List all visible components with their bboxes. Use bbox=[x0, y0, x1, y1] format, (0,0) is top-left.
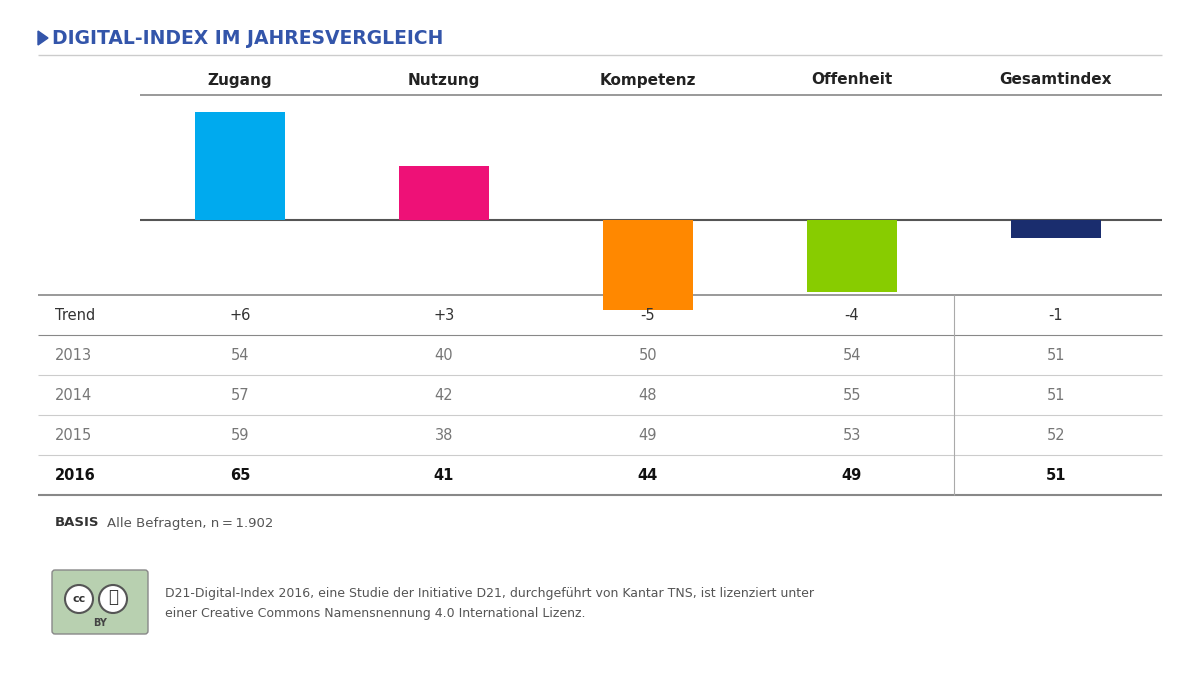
Text: Kompetenz: Kompetenz bbox=[600, 73, 696, 87]
Text: 50: 50 bbox=[638, 347, 658, 363]
Text: 49: 49 bbox=[638, 427, 658, 443]
Text: 54: 54 bbox=[842, 347, 862, 363]
FancyBboxPatch shape bbox=[52, 570, 148, 634]
Text: Nutzung: Nutzung bbox=[408, 73, 480, 87]
Text: 44: 44 bbox=[638, 468, 658, 483]
Text: cc: cc bbox=[72, 594, 85, 604]
Text: 48: 48 bbox=[638, 388, 658, 402]
Text: 51: 51 bbox=[1046, 388, 1066, 402]
Text: Trend: Trend bbox=[55, 308, 95, 322]
Text: Alle Befragten, n = 1.902: Alle Befragten, n = 1.902 bbox=[107, 516, 274, 530]
Text: 2013: 2013 bbox=[55, 347, 92, 363]
Text: 51: 51 bbox=[1046, 347, 1066, 363]
Circle shape bbox=[65, 585, 94, 613]
Text: +6: +6 bbox=[229, 308, 251, 322]
Bar bbox=[808, 220, 898, 292]
Text: 52: 52 bbox=[1046, 427, 1066, 443]
Bar bbox=[604, 220, 694, 310]
Text: 41: 41 bbox=[434, 468, 454, 483]
Text: 53: 53 bbox=[842, 427, 862, 443]
Text: -1: -1 bbox=[1049, 308, 1063, 322]
Polygon shape bbox=[38, 31, 48, 45]
Text: Zugang: Zugang bbox=[208, 73, 272, 87]
Bar bbox=[398, 166, 490, 220]
Text: 49: 49 bbox=[842, 468, 862, 483]
Text: 40: 40 bbox=[434, 347, 454, 363]
Text: 59: 59 bbox=[230, 427, 250, 443]
Text: -4: -4 bbox=[845, 308, 859, 322]
Text: D21-Digital-Index 2016, eine Studie der Initiative D21, durchgeführt von Kantar : D21-Digital-Index 2016, eine Studie der … bbox=[166, 586, 814, 600]
Text: 51: 51 bbox=[1045, 468, 1067, 483]
Text: BASIS: BASIS bbox=[55, 516, 100, 530]
Bar bbox=[194, 112, 286, 220]
Text: 54: 54 bbox=[230, 347, 250, 363]
Text: 2014: 2014 bbox=[55, 388, 92, 402]
Text: ⓘ: ⓘ bbox=[108, 588, 118, 606]
Text: BY: BY bbox=[94, 618, 107, 628]
Text: 57: 57 bbox=[230, 388, 250, 402]
Text: Offenheit: Offenheit bbox=[811, 73, 893, 87]
Text: -5: -5 bbox=[641, 308, 655, 322]
Circle shape bbox=[98, 585, 127, 613]
Text: 2016: 2016 bbox=[55, 468, 96, 483]
Text: 38: 38 bbox=[434, 427, 454, 443]
Text: Gesamtindex: Gesamtindex bbox=[1000, 73, 1112, 87]
Text: +3: +3 bbox=[433, 308, 455, 322]
Text: DIGITAL-INDEX IM JAHRESVERGLEICH: DIGITAL-INDEX IM JAHRESVERGLEICH bbox=[52, 28, 443, 48]
Text: 55: 55 bbox=[842, 388, 862, 402]
Text: einer Creative Commons Namensnennung 4.0 International Lizenz.: einer Creative Commons Namensnennung 4.0… bbox=[166, 606, 586, 620]
Text: 2015: 2015 bbox=[55, 427, 92, 443]
Text: 42: 42 bbox=[434, 388, 454, 402]
Bar bbox=[1010, 220, 1102, 238]
Text: 65: 65 bbox=[230, 468, 250, 483]
